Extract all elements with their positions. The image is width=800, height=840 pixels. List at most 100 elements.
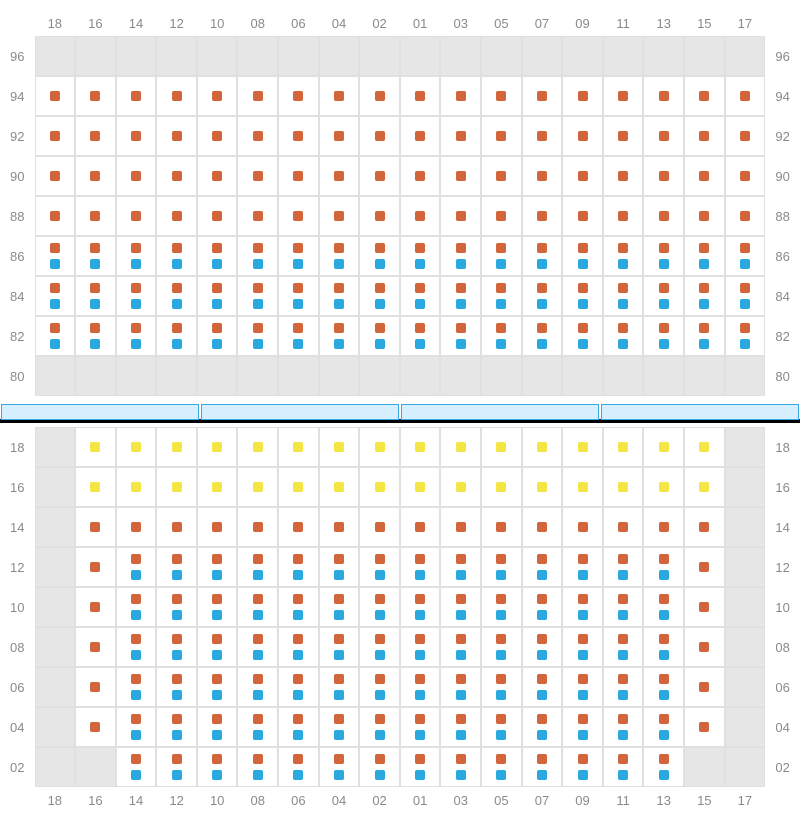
seat-cell[interactable] (237, 427, 278, 467)
seat-cell[interactable] (116, 707, 157, 747)
seat-cell[interactable] (359, 627, 400, 667)
seat-cell[interactable] (562, 587, 603, 627)
seat-cell[interactable] (197, 316, 238, 356)
seat-cell[interactable] (319, 667, 360, 707)
seat-cell[interactable] (156, 116, 197, 156)
seat-cell[interactable] (440, 236, 481, 276)
seat-cell[interactable] (522, 467, 563, 507)
seat-cell[interactable] (359, 156, 400, 196)
seat-cell[interactable] (562, 156, 603, 196)
seat-cell[interactable] (237, 667, 278, 707)
seat-cell[interactable] (359, 116, 400, 156)
seat-cell[interactable] (278, 316, 319, 356)
seat-cell[interactable] (319, 707, 360, 747)
seat-cell[interactable] (35, 316, 76, 356)
seat-cell[interactable] (319, 76, 360, 116)
seat-cell[interactable] (156, 747, 197, 787)
seat-cell[interactable] (684, 547, 725, 587)
seat-cell[interactable] (319, 467, 360, 507)
seat-cell[interactable] (643, 196, 684, 236)
seat-cell[interactable] (400, 627, 441, 667)
seat-cell[interactable] (522, 316, 563, 356)
seat-cell[interactable] (156, 427, 197, 467)
seat-cell[interactable] (319, 547, 360, 587)
seat-cell[interactable] (643, 236, 684, 276)
seat-cell[interactable] (156, 316, 197, 356)
seat-cell[interactable] (562, 707, 603, 747)
seat-cell[interactable] (156, 667, 197, 707)
seat-cell[interactable] (481, 707, 522, 747)
seat-cell[interactable] (116, 587, 157, 627)
seat-cell[interactable] (603, 196, 644, 236)
seat-cell[interactable] (643, 156, 684, 196)
seat-cell[interactable] (319, 116, 360, 156)
seat-cell[interactable] (440, 116, 481, 156)
seat-cell[interactable] (116, 467, 157, 507)
seat-cell[interactable] (319, 587, 360, 627)
seat-cell[interactable] (603, 547, 644, 587)
seat-cell[interactable] (400, 707, 441, 747)
seat-cell[interactable] (603, 116, 644, 156)
seat-cell[interactable] (643, 627, 684, 667)
seat-cell[interactable] (481, 627, 522, 667)
seat-cell[interactable] (562, 196, 603, 236)
seat-cell[interactable] (684, 236, 725, 276)
seat-cell[interactable] (75, 156, 116, 196)
seat-cell[interactable] (75, 667, 116, 707)
seat-cell[interactable] (481, 276, 522, 316)
seat-cell[interactable] (643, 467, 684, 507)
seat-cell[interactable] (643, 507, 684, 547)
seat-cell[interactable] (400, 156, 441, 196)
seat-cell[interactable] (400, 276, 441, 316)
seat-cell[interactable] (75, 427, 116, 467)
seat-cell[interactable] (684, 196, 725, 236)
seat-cell[interactable] (278, 236, 319, 276)
seat-cell[interactable] (237, 76, 278, 116)
seat-cell[interactable] (75, 547, 116, 587)
seat-cell[interactable] (359, 236, 400, 276)
seat-cell[interactable] (603, 627, 644, 667)
seat-cell[interactable] (278, 467, 319, 507)
seat-cell[interactable] (481, 427, 522, 467)
seat-cell[interactable] (116, 116, 157, 156)
seat-cell[interactable] (481, 196, 522, 236)
seat-cell[interactable] (522, 156, 563, 196)
seat-cell[interactable] (522, 196, 563, 236)
seat-cell[interactable] (481, 547, 522, 587)
seat-cell[interactable] (278, 427, 319, 467)
seat-cell[interactable] (116, 427, 157, 467)
seat-cell[interactable] (35, 76, 76, 116)
seat-cell[interactable] (481, 116, 522, 156)
seat-cell[interactable] (156, 276, 197, 316)
seat-cell[interactable] (319, 627, 360, 667)
seat-cell[interactable] (237, 116, 278, 156)
seat-cell[interactable] (522, 276, 563, 316)
seat-cell[interactable] (359, 667, 400, 707)
seat-cell[interactable] (75, 707, 116, 747)
seat-cell[interactable] (603, 587, 644, 627)
seat-cell[interactable] (35, 196, 76, 236)
seat-cell[interactable] (643, 316, 684, 356)
seat-cell[interactable] (116, 196, 157, 236)
seat-cell[interactable] (116, 627, 157, 667)
seat-cell[interactable] (440, 747, 481, 787)
seat-cell[interactable] (278, 747, 319, 787)
seat-cell[interactable] (197, 587, 238, 627)
seat-cell[interactable] (684, 276, 725, 316)
seat-cell[interactable] (197, 196, 238, 236)
seat-cell[interactable] (603, 427, 644, 467)
seat-cell[interactable] (359, 587, 400, 627)
seat-cell[interactable] (156, 707, 197, 747)
seat-cell[interactable] (481, 747, 522, 787)
seat-cell[interactable] (481, 156, 522, 196)
seat-cell[interactable] (197, 627, 238, 667)
seat-cell[interactable] (684, 507, 725, 547)
seat-cell[interactable] (684, 156, 725, 196)
seat-cell[interactable] (197, 547, 238, 587)
seat-cell[interactable] (319, 156, 360, 196)
seat-cell[interactable] (319, 276, 360, 316)
seat-cell[interactable] (156, 156, 197, 196)
seat-cell[interactable] (481, 236, 522, 276)
seat-cell[interactable] (197, 276, 238, 316)
seat-cell[interactable] (603, 316, 644, 356)
